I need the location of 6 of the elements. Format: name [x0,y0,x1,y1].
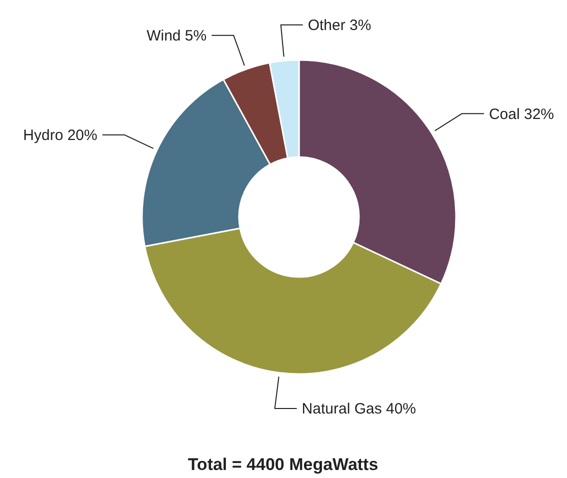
slice-label: Coal 32% [488,106,554,123]
slice-label: Other 3% [308,17,372,34]
slice-label: Natural Gas 40% [302,400,416,418]
slice-label: Wind 5% [146,28,207,45]
slice-label: Hydro 20% [23,127,98,144]
text: Total = 4400 MegaWatts [188,455,378,474]
